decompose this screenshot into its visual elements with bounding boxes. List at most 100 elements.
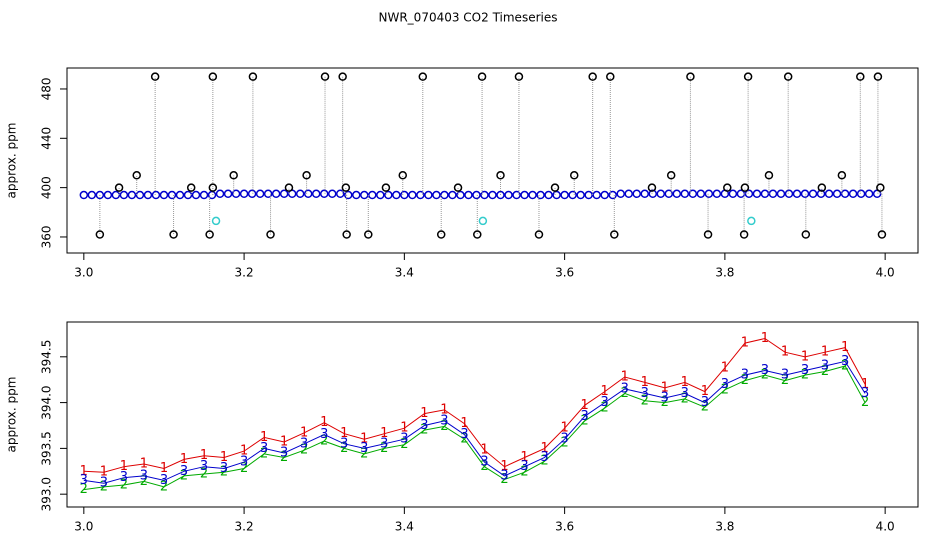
point: 3 — [641, 386, 649, 401]
point — [408, 190, 417, 200]
point: 3 — [861, 386, 869, 401]
point — [752, 189, 762, 199]
y-tick-label: 360 — [40, 226, 54, 249]
point — [606, 72, 615, 81]
y-tick-label: 394.0 — [40, 385, 54, 419]
point — [150, 72, 160, 81]
point — [464, 190, 473, 200]
point: 2 — [460, 432, 468, 447]
point — [480, 190, 489, 200]
point: 3 — [821, 358, 829, 373]
point: 3 — [560, 432, 568, 447]
point: 2 — [300, 443, 308, 458]
point — [344, 190, 353, 200]
y-axis-label: approx. ppm — [5, 377, 19, 453]
point — [739, 230, 749, 239]
point: 2 — [601, 401, 609, 416]
point: 3 — [581, 409, 589, 424]
plot-box — [66, 321, 919, 508]
plot-box — [66, 67, 919, 254]
point — [398, 171, 408, 180]
point — [199, 190, 209, 200]
x-tick-label: 3.0 — [74, 520, 93, 534]
point: 2 — [641, 393, 649, 408]
point: 1 — [560, 421, 568, 436]
x-tick-label: 3.4 — [395, 266, 414, 280]
point: 1 — [520, 450, 528, 465]
point — [186, 183, 196, 192]
point: 3 — [801, 363, 809, 378]
point: 3 — [120, 470, 128, 485]
point: 2 — [500, 472, 508, 487]
y-tick-label: 393.0 — [40, 477, 54, 511]
point: 1 — [480, 443, 488, 458]
point — [320, 72, 330, 81]
point: 3 — [360, 441, 368, 456]
point — [303, 189, 313, 199]
point — [656, 189, 666, 199]
point — [319, 189, 329, 199]
point — [760, 189, 770, 199]
point — [103, 190, 113, 200]
point: 3 — [601, 395, 609, 410]
point — [143, 190, 153, 200]
point — [848, 189, 858, 199]
point — [167, 190, 177, 200]
point: 3 — [520, 459, 528, 474]
point: 1 — [220, 450, 228, 465]
point: 2 — [380, 441, 388, 456]
series-line — [83, 360, 866, 484]
point — [311, 189, 321, 199]
x-tick-label: 3.8 — [715, 520, 734, 534]
point — [229, 171, 238, 180]
x-tick-label: 4.0 — [876, 520, 895, 534]
point: 1 — [380, 426, 388, 441]
point — [592, 190, 601, 200]
point: 3 — [741, 368, 749, 383]
point — [688, 189, 698, 199]
y-tick-label: 400 — [40, 176, 54, 199]
point: 1 — [781, 345, 789, 360]
point — [95, 190, 105, 200]
point: 2 — [320, 434, 328, 449]
point: 1 — [721, 360, 729, 375]
plot-area — [79, 72, 887, 239]
point — [448, 190, 457, 200]
point — [255, 189, 265, 199]
y-tick-label: 394.5 — [40, 340, 54, 374]
point: 1 — [861, 377, 869, 392]
point — [560, 190, 569, 200]
point — [740, 183, 750, 192]
point — [568, 190, 577, 200]
point — [680, 189, 690, 199]
point — [877, 230, 887, 239]
point — [528, 190, 537, 200]
point: 2 — [360, 446, 368, 461]
point: 2 — [180, 468, 188, 483]
point — [239, 189, 249, 199]
point: 1 — [601, 384, 609, 399]
point: 1 — [801, 349, 809, 364]
point — [544, 190, 553, 200]
point — [472, 190, 481, 200]
point — [87, 190, 97, 200]
point: 3 — [841, 354, 849, 369]
point: 2 — [340, 441, 348, 456]
point — [588, 72, 597, 81]
point — [783, 72, 793, 81]
point — [381, 183, 391, 192]
point — [608, 190, 617, 200]
point: 2 — [821, 364, 829, 379]
point — [111, 190, 121, 200]
y-tick-label: 440 — [40, 127, 54, 150]
y-tick-label: 480 — [40, 78, 54, 101]
point: 1 — [320, 415, 328, 430]
point: 2 — [240, 461, 248, 476]
point: 3 — [100, 476, 108, 491]
x-tick-label: 3.8 — [715, 266, 734, 280]
point: 2 — [520, 465, 528, 480]
point: 3 — [621, 381, 629, 396]
point — [856, 189, 866, 199]
point: 1 — [841, 340, 849, 355]
